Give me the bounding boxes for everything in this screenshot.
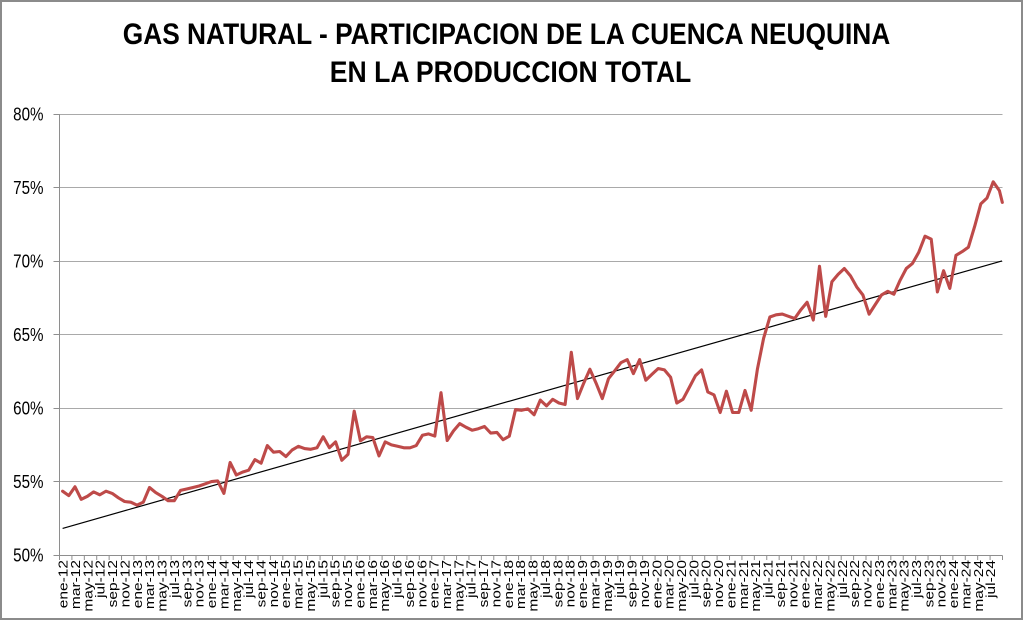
svg-text:jul-18: jul-18	[539, 560, 554, 599]
svg-text:nov-13: nov-13	[193, 560, 208, 607]
svg-text:mar-14: mar-14	[217, 560, 232, 609]
svg-text:may-24: may-24	[972, 560, 987, 612]
svg-text:nov-18: nov-18	[564, 560, 579, 607]
svg-text:80%: 80%	[13, 104, 43, 125]
svg-text:ene-14: ene-14	[205, 560, 220, 608]
svg-text:mar-21: mar-21	[737, 560, 752, 609]
svg-text:ene-18: ene-18	[502, 560, 517, 608]
svg-text:jul-12: jul-12	[94, 560, 109, 599]
svg-text:may-19: may-19	[601, 560, 616, 612]
svg-text:may-21: may-21	[749, 560, 764, 612]
svg-text:jul-24: jul-24	[984, 560, 999, 599]
svg-text:sep-20: sep-20	[700, 560, 715, 607]
svg-text:EN LA PRODUCCION TOTAL: EN LA PRODUCCION TOTAL	[330, 56, 692, 90]
svg-text:jul-19: jul-19	[613, 560, 628, 599]
svg-text:may-17: may-17	[452, 560, 467, 612]
svg-text:jul-13: jul-13	[168, 560, 183, 599]
svg-text:65%: 65%	[13, 325, 43, 346]
svg-text:mar-18: mar-18	[514, 560, 529, 609]
svg-text:jul-21: jul-21	[762, 560, 777, 599]
svg-text:sep-21: sep-21	[774, 560, 789, 607]
svg-text:may-18: may-18	[527, 560, 542, 612]
svg-text:sep-12: sep-12	[106, 560, 121, 607]
svg-text:nov-17: nov-17	[490, 560, 505, 607]
svg-text:jul-23: jul-23	[910, 560, 925, 599]
svg-text:jul-22: jul-22	[836, 560, 851, 599]
svg-text:mar-17: mar-17	[440, 560, 455, 609]
svg-text:may-22: may-22	[823, 560, 838, 612]
svg-text:mar-16: mar-16	[366, 560, 381, 609]
svg-text:jul-20: jul-20	[687, 560, 702, 599]
svg-text:jul-16: jul-16	[391, 560, 406, 599]
svg-text:mar-23: mar-23	[885, 560, 900, 609]
svg-text:mar-12: mar-12	[69, 560, 84, 609]
svg-text:50%: 50%	[13, 545, 43, 566]
svg-text:ene-17: ene-17	[428, 560, 443, 608]
svg-text:ene-16: ene-16	[353, 560, 368, 608]
svg-text:nov-21: nov-21	[786, 560, 801, 607]
svg-text:55%: 55%	[13, 472, 43, 493]
svg-text:nov-12: nov-12	[118, 560, 133, 607]
svg-text:sep-19: sep-19	[626, 560, 641, 607]
svg-text:nov-22: nov-22	[861, 560, 876, 607]
svg-text:ene-15: ene-15	[279, 560, 294, 608]
svg-text:ene-23: ene-23	[873, 560, 888, 608]
svg-text:ene-13: ene-13	[131, 560, 146, 608]
svg-text:ene-24: ene-24	[947, 560, 962, 608]
svg-text:GAS NATURAL - PARTICIPACION DE: GAS NATURAL - PARTICIPACION DE LA CUENCA…	[123, 16, 891, 50]
svg-text:may-16: may-16	[378, 560, 393, 612]
svg-text:may-12: may-12	[81, 560, 96, 612]
svg-text:60%: 60%	[13, 398, 43, 419]
svg-text:mar-13: mar-13	[143, 560, 158, 609]
svg-text:nov-14: nov-14	[267, 560, 282, 607]
svg-text:sep-23: sep-23	[922, 560, 937, 607]
svg-text:mar-24: mar-24	[960, 560, 975, 609]
svg-text:sep-14: sep-14	[255, 560, 270, 607]
svg-text:may-23: may-23	[898, 560, 913, 612]
svg-text:sep-16: sep-16	[403, 560, 418, 607]
svg-text:nov-20: nov-20	[712, 560, 727, 607]
svg-text:sep-13: sep-13	[180, 560, 195, 607]
svg-text:ene-20: ene-20	[650, 560, 665, 608]
svg-text:jul-15: jul-15	[316, 560, 331, 599]
svg-text:nov-19: nov-19	[638, 560, 653, 607]
svg-text:sep-17: sep-17	[477, 560, 492, 607]
svg-text:ene-22: ene-22	[799, 560, 814, 608]
svg-text:75%: 75%	[13, 178, 43, 199]
svg-text:mar-22: mar-22	[811, 560, 826, 609]
svg-text:mar-15: mar-15	[292, 560, 307, 609]
svg-text:may-20: may-20	[675, 560, 690, 612]
svg-text:ene-19: ene-19	[576, 560, 591, 608]
svg-text:sep-18: sep-18	[551, 560, 566, 607]
svg-text:may-13: may-13	[156, 560, 171, 612]
svg-text:nov-16: nov-16	[415, 560, 430, 607]
svg-text:may-15: may-15	[304, 560, 319, 612]
svg-text:70%: 70%	[13, 251, 43, 272]
svg-text:jul-14: jul-14	[242, 560, 257, 599]
svg-text:mar-20: mar-20	[663, 560, 678, 609]
svg-text:sep-22: sep-22	[848, 560, 863, 607]
svg-text:ene-21: ene-21	[725, 560, 740, 608]
svg-text:nov-23: nov-23	[935, 560, 950, 607]
svg-text:sep-15: sep-15	[329, 560, 344, 607]
svg-text:may-14: may-14	[230, 560, 245, 612]
svg-text:jul-17: jul-17	[465, 560, 480, 599]
svg-text:nov-15: nov-15	[341, 560, 356, 607]
svg-text:mar-19: mar-19	[588, 560, 603, 609]
svg-text:ene-12: ene-12	[57, 560, 72, 608]
